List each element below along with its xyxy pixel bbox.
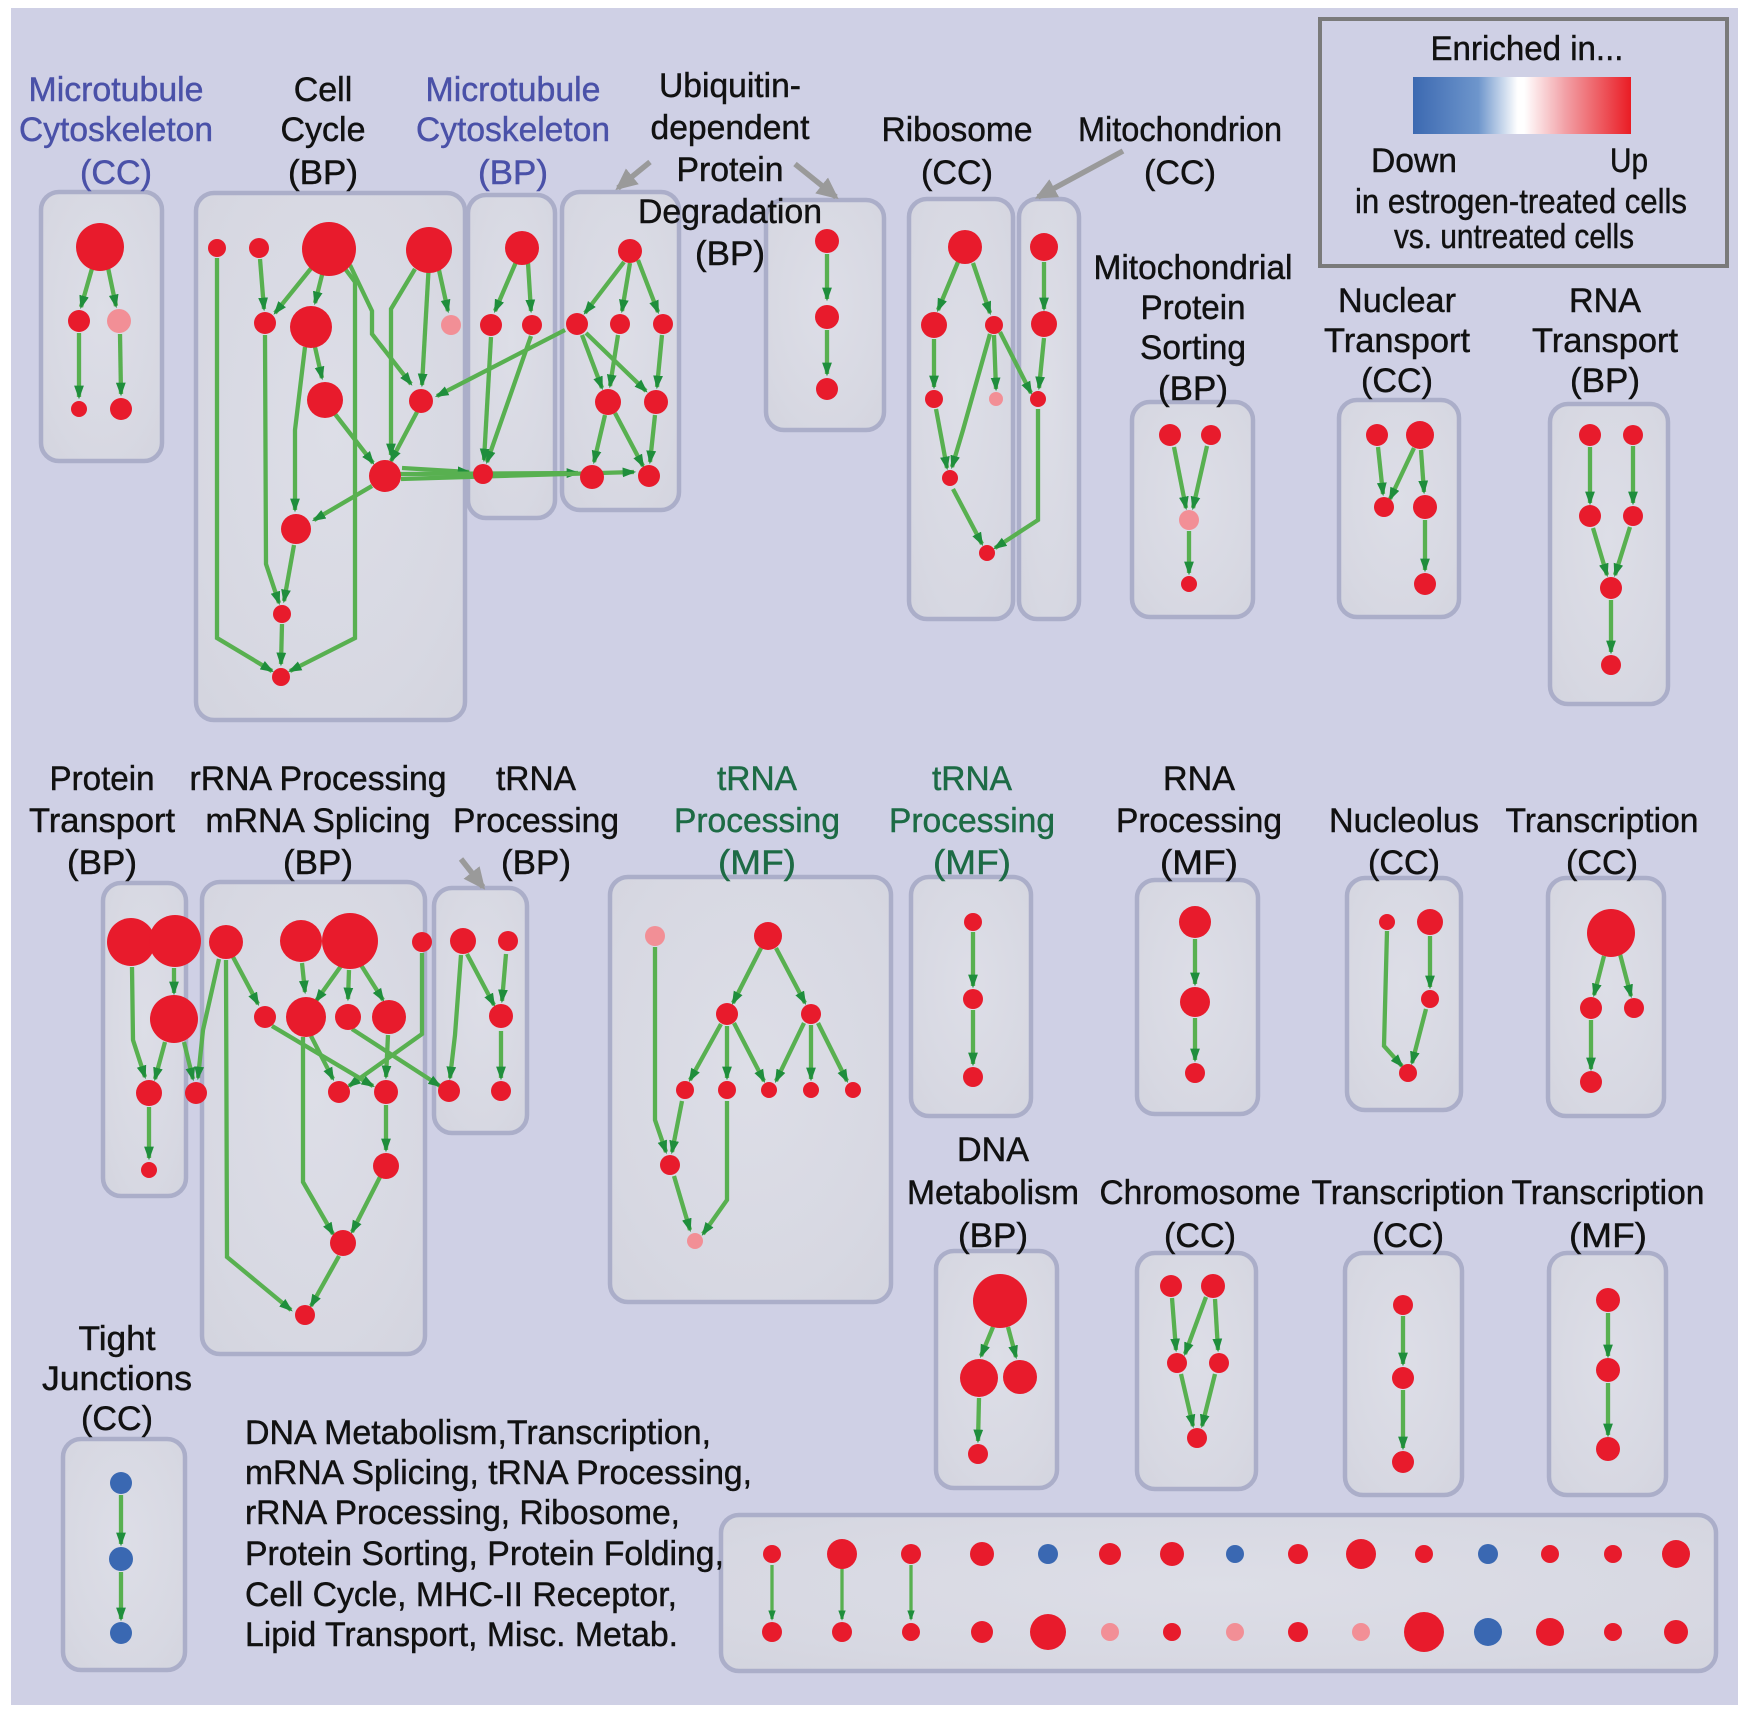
svg-text:Transcription: Transcription <box>1512 1174 1705 1212</box>
svg-text:(BP): (BP) <box>501 844 571 882</box>
svg-text:Transcription: Transcription <box>1312 1174 1505 1212</box>
svg-text:Nucleolus: Nucleolus <box>1329 802 1479 840</box>
svg-text:Transport: Transport <box>1532 322 1679 360</box>
svg-text:(BP): (BP) <box>1570 362 1640 400</box>
svg-text:tRNA: tRNA <box>496 760 576 798</box>
svg-text:Mitochondrion: Mitochondrion <box>1078 111 1282 149</box>
svg-text:(CC): (CC) <box>1164 1217 1236 1255</box>
svg-text:Ribosome: Ribosome <box>882 111 1033 149</box>
svg-text:in estrogen-treated cells: in estrogen-treated cells <box>1355 183 1687 221</box>
svg-text:Cytoskeleton: Cytoskeleton <box>416 111 610 149</box>
svg-text:Processing: Processing <box>889 802 1055 840</box>
svg-text:Sorting: Sorting <box>1140 329 1246 367</box>
svg-text:mRNA Splicing, tRNA Processing: mRNA Splicing, tRNA Processing, <box>245 1454 752 1492</box>
svg-text:DNA Metabolism,Transcription,: DNA Metabolism,Transcription, <box>245 1414 711 1452</box>
svg-text:(MF): (MF) <box>1569 1217 1647 1255</box>
svg-text:(MF): (MF) <box>1160 844 1238 882</box>
svg-text:(BP): (BP) <box>288 154 358 192</box>
svg-text:RNA: RNA <box>1569 282 1641 320</box>
svg-text:vs. untreated cells: vs. untreated cells <box>1394 218 1634 256</box>
svg-text:mRNA Splicing: mRNA Splicing <box>206 802 431 840</box>
svg-text:(BP): (BP) <box>1158 370 1228 408</box>
svg-text:Protein: Protein <box>677 151 784 189</box>
svg-text:Mitochondrial: Mitochondrial <box>1094 249 1293 287</box>
svg-text:(BP): (BP) <box>478 154 548 192</box>
svg-text:(BP): (BP) <box>695 235 765 273</box>
svg-text:(CC): (CC) <box>1368 844 1440 882</box>
svg-text:(BP): (BP) <box>283 844 353 882</box>
svg-text:tRNA: tRNA <box>932 760 1012 798</box>
svg-text:Chromosome: Chromosome <box>1100 1174 1301 1212</box>
svg-text:(MF): (MF) <box>933 844 1011 882</box>
svg-text:Microtubule: Microtubule <box>29 71 204 109</box>
svg-text:Tight: Tight <box>79 1320 157 1358</box>
svg-text:(BP): (BP) <box>67 844 137 882</box>
svg-text:Cell: Cell <box>294 71 353 109</box>
svg-text:Cytoskeleton: Cytoskeleton <box>19 111 213 149</box>
svg-text:Degradation: Degradation <box>638 193 822 231</box>
svg-text:Enriched in...: Enriched in... <box>1431 30 1624 68</box>
svg-text:Cell Cycle, MHC-II Receptor,: Cell Cycle, MHC-II Receptor, <box>245 1576 677 1614</box>
svg-text:Up: Up <box>1610 142 1648 180</box>
svg-text:RNA: RNA <box>1163 760 1235 798</box>
svg-text:Processing: Processing <box>674 802 840 840</box>
svg-text:(CC): (CC) <box>1372 1217 1444 1255</box>
svg-text:Nuclear: Nuclear <box>1338 282 1456 320</box>
svg-text:(CC): (CC) <box>80 154 152 192</box>
svg-text:Transcription: Transcription <box>1506 802 1699 840</box>
svg-text:(CC): (CC) <box>921 154 993 192</box>
svg-text:tRNA: tRNA <box>717 760 797 798</box>
svg-text:Down: Down <box>1371 142 1457 180</box>
svg-text:Cycle: Cycle <box>280 111 365 149</box>
svg-text:dependent: dependent <box>651 109 811 147</box>
svg-text:(BP): (BP) <box>958 1217 1028 1255</box>
svg-text:(CC): (CC) <box>81 1400 153 1438</box>
svg-text:Lipid Transport, Misc. Metab.: Lipid Transport, Misc. Metab. <box>245 1616 678 1654</box>
svg-text:(MF): (MF) <box>718 844 796 882</box>
svg-text:Protein Sorting, Protein Foldi: Protein Sorting, Protein Folding, <box>245 1535 724 1573</box>
svg-text:rRNA Processing: rRNA Processing <box>190 760 447 798</box>
svg-text:DNA: DNA <box>957 1131 1029 1169</box>
svg-text:Ubiquitin-: Ubiquitin- <box>659 67 801 105</box>
svg-text:Protein: Protein <box>1141 289 1246 327</box>
svg-text:Transport: Transport <box>1324 322 1471 360</box>
svg-text:Processing: Processing <box>1116 802 1282 840</box>
svg-text:Protein: Protein <box>50 760 155 798</box>
svg-text:(CC): (CC) <box>1361 362 1433 400</box>
svg-text:Processing: Processing <box>453 802 619 840</box>
svg-text:rRNA Processing, Ribosome,: rRNA Processing, Ribosome, <box>245 1494 680 1532</box>
svg-text:Transport: Transport <box>29 802 176 840</box>
svg-text:Junctions: Junctions <box>42 1360 192 1398</box>
svg-text:Microtubule: Microtubule <box>426 71 601 109</box>
svg-text:(CC): (CC) <box>1566 844 1638 882</box>
svg-text:(CC): (CC) <box>1144 154 1216 192</box>
svg-text:Metabolism: Metabolism <box>907 1174 1079 1212</box>
